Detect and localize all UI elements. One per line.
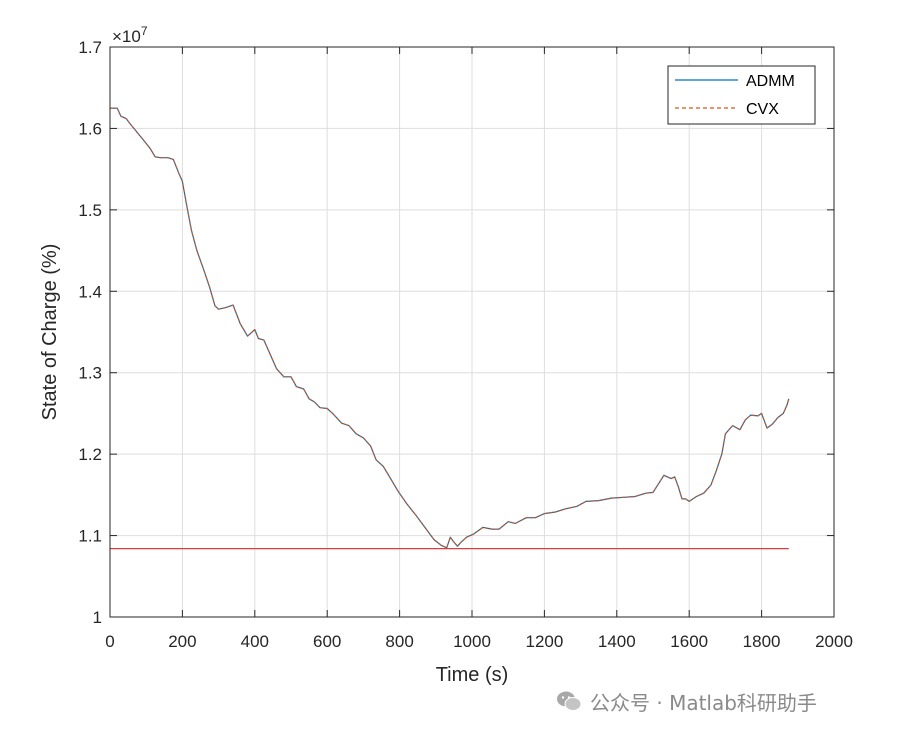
y-tick-label: 1.4 — [78, 282, 102, 301]
ticks — [109, 46, 835, 618]
x-tick-label: 400 — [241, 632, 269, 651]
legend-box — [667, 65, 816, 125]
y-tick-label: 1.7 — [78, 38, 102, 57]
y-tick-label: 1.3 — [78, 364, 102, 383]
y-tick-label: 1.6 — [78, 119, 102, 138]
x-tick-label: 600 — [313, 632, 341, 651]
y-tick-label: 1 — [93, 608, 102, 627]
x-tick-label: 1000 — [453, 632, 491, 651]
legend[interactable]: ADMM CVX — [667, 65, 816, 125]
x-tick-label: 1600 — [670, 632, 708, 651]
y-tick-label: 1.2 — [78, 445, 102, 464]
legend-label-cvx: CVX — [746, 101, 779, 118]
x-tick-label: 800 — [385, 632, 413, 651]
x-tick-label: 2000 — [815, 632, 853, 651]
x-tick-label: 1800 — [743, 632, 781, 651]
watermark: 公众号 · Matlab科研助手 — [556, 686, 817, 716]
grid — [110, 47, 834, 617]
series-group — [110, 107, 790, 550]
x-axis-label: Time (s) — [436, 664, 509, 686]
y-tick-label: 1.5 — [78, 201, 102, 220]
legend-label-admm: ADMM — [746, 73, 795, 90]
x-tick-label: 1400 — [598, 632, 636, 651]
y-exponent-label: ×107 — [112, 24, 148, 46]
x-tick-label: 200 — [168, 632, 196, 651]
series-line-admm — [110, 107, 790, 549]
x-tick-label: 0 — [105, 632, 114, 651]
watermark-text: 公众号 · Matlab科研助手 — [590, 690, 817, 715]
y-axis-label: State of Charge (%) — [39, 244, 61, 421]
wechat-icon — [557, 691, 582, 711]
tick-labels: 0 200 400 600 800 1000 1200 1400 1600 1800 2000 1 1.… — [78, 38, 853, 651]
x-tick-label: 1200 — [525, 632, 563, 651]
y-tick-label: 1.1 — [78, 527, 102, 546]
